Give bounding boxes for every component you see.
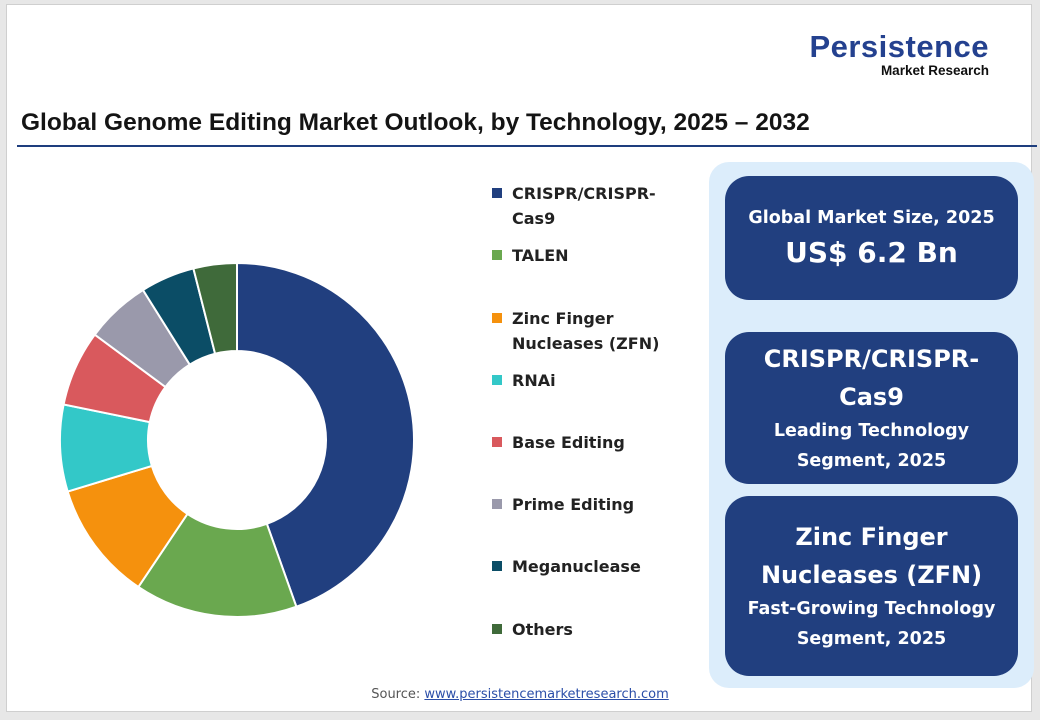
legend-swatch	[492, 375, 502, 385]
legend-swatch	[492, 250, 502, 260]
legend-item: Prime Editing	[492, 492, 692, 517]
legend-label: CRISPR/CRISPR- Cas9	[512, 184, 656, 228]
legend-label: TALEN	[512, 246, 569, 265]
title-divider	[17, 145, 1037, 147]
fastest-segment-name-2: Nucleases (ZFN)	[760, 561, 983, 589]
source-label: Source:	[371, 687, 421, 702]
legend-label: RNAi	[512, 371, 556, 390]
donut-slice-others	[192, 261, 238, 355]
chart-title: Global Genome Editing Market Outlook, by…	[21, 109, 810, 136]
legend-item: Base Editing	[492, 430, 692, 455]
legend-swatch	[492, 188, 502, 198]
legend-item: Meganuclease	[492, 554, 692, 579]
legend-label: Zinc Finger Nucleases (ZFN)	[512, 309, 660, 353]
leading-segment-name-1: CRISPR/CRISPR-	[763, 345, 980, 373]
leading-segment-name-2: Cas9	[839, 383, 904, 411]
legend-swatch	[492, 561, 502, 571]
legend-label: Base Editing	[512, 433, 625, 452]
legend-item: Zinc Finger Nucleases (ZFN)	[492, 306, 692, 356]
legend-swatch	[492, 437, 502, 447]
legend-label: Others	[512, 620, 573, 639]
legend-item: RNAi	[492, 368, 692, 393]
legend-item: CRISPR/CRISPR- Cas9	[492, 181, 692, 231]
leading-segment-desc-2: Segment, 2025	[796, 451, 947, 471]
highlights-panel: Global Market Size, 2025 US$ 6.2 Bn CRIS…	[709, 162, 1034, 688]
leading-segment-card: CRISPR/CRISPR- Cas9 Leading Technology S…	[725, 332, 1018, 484]
market-size-label: Global Market Size, 2025	[748, 208, 995, 228]
legend-swatch	[492, 499, 502, 509]
infographic-card: Persistence Market Research Global Genom…	[6, 4, 1037, 712]
legend-item: Others	[492, 617, 692, 642]
source-line: Source: www.persistencemarketresearch.co…	[7, 687, 1033, 702]
market-size-value: US$ 6.2 Bn	[785, 236, 958, 269]
leading-segment-desc-1: Leading Technology	[773, 421, 970, 441]
market-size-card: Global Market Size, 2025 US$ 6.2 Bn	[725, 176, 1018, 300]
donut-chart	[59, 261, 415, 618]
legend-label: Prime Editing	[512, 495, 635, 514]
fastest-segment-desc-1: Fast-Growing Technology	[747, 599, 996, 619]
fastest-segment-card: Zinc Finger Nucleases (ZFN) Fast-Growing…	[725, 496, 1018, 676]
brand-name: Persistence	[809, 29, 989, 64]
source-link[interactable]: www.persistencemarketresearch.com	[424, 687, 669, 702]
fastest-segment-name-1: Zinc Finger	[795, 523, 948, 551]
legend-label: Meganuclease	[512, 557, 641, 576]
fastest-segment-desc-2: Segment, 2025	[796, 629, 947, 649]
donut-slice-crispr-crispr-cas9	[236, 261, 415, 609]
legend-swatch	[492, 624, 502, 634]
brand-subtitle: Market Research	[880, 63, 989, 78]
brand-logo: Persistence Market Research	[809, 31, 989, 78]
legend-item: TALEN	[492, 243, 692, 268]
legend-swatch	[492, 313, 502, 323]
